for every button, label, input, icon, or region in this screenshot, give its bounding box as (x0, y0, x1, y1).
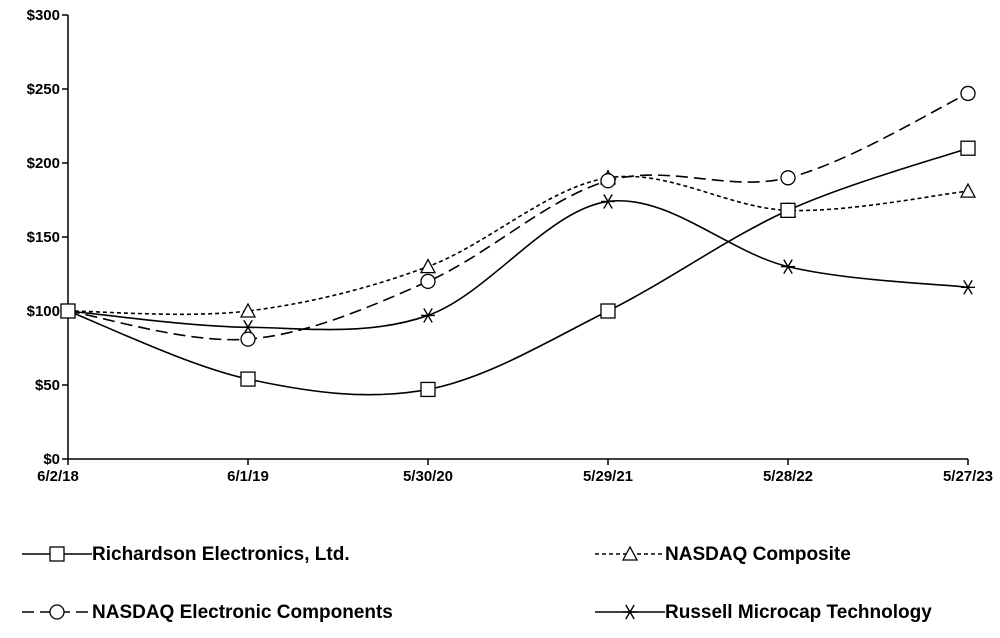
series-line-2 (67, 92, 969, 341)
data-point-0-4 (780, 202, 796, 219)
data-point-2-3 (600, 173, 616, 189)
legend-item-2: NASDAQ Electronic Components (22, 602, 393, 623)
series-line-1 (67, 175, 969, 316)
legend-item-1: NASDAQ Composite (595, 544, 851, 565)
legend-label: Richardson Electronics, Ltd. (92, 544, 350, 565)
x-tick-label: 6/2/18 (37, 468, 79, 485)
data-point-0-0 (60, 303, 76, 319)
marker-stroke (783, 259, 793, 274)
legend-marker (49, 546, 65, 562)
marker-stroke (603, 194, 613, 209)
data-point-0-1 (240, 371, 256, 387)
y-tick-label: $200 (27, 155, 60, 172)
data-point-3-4 (781, 259, 795, 274)
series-line-0 (67, 147, 969, 396)
data-point-0-5 (960, 140, 976, 156)
data-point-3-2 (421, 308, 435, 323)
x-tick-label: 5/30/20 (403, 468, 453, 485)
marker-stroke (243, 319, 253, 335)
data-point-2-4 (780, 170, 796, 186)
data-point-3-3 (601, 194, 615, 209)
data-point-1-5 (959, 182, 977, 198)
legend-marker (49, 604, 65, 620)
y-tick-label: $250 (27, 81, 60, 98)
marker-stroke (423, 308, 433, 323)
data-point-0-2 (420, 381, 436, 398)
marker-stroke (963, 279, 973, 295)
legend-item-3: Russell Microcap Technology (595, 602, 932, 623)
data-point-0-3 (600, 303, 616, 319)
marker-stroke (625, 604, 635, 620)
legend-label: NASDAQ Electronic Components (92, 602, 393, 623)
data-point-2-1 (240, 331, 256, 347)
legend-item-0: Richardson Electronics, Ltd. (22, 544, 350, 565)
y-tick-label: $300 (27, 7, 60, 24)
data-point-3-5 (961, 279, 975, 295)
data-point-1-2 (419, 258, 437, 274)
series-line-3 (67, 199, 969, 331)
y-tick-label: $150 (27, 229, 60, 246)
legend-marker (623, 604, 637, 620)
x-tick-label: 5/29/21 (583, 468, 633, 485)
legend-marker (621, 545, 639, 561)
data-point-2-2 (420, 273, 436, 290)
legend-label: Russell Microcap Technology (665, 602, 932, 623)
legend-label: NASDAQ Composite (665, 544, 851, 565)
x-tick-label: 5/27/23 (943, 468, 993, 485)
y-tick-label: $50 (35, 377, 60, 394)
y-tick-label: $100 (27, 303, 60, 320)
data-point-2-5 (960, 85, 976, 102)
data-point-1-1 (239, 302, 257, 318)
x-tick-label: 6/1/19 (227, 468, 269, 485)
data-point-3-1 (241, 319, 255, 335)
y-tick-label: $0 (43, 451, 60, 468)
x-tick-label: 5/28/22 (763, 468, 813, 485)
